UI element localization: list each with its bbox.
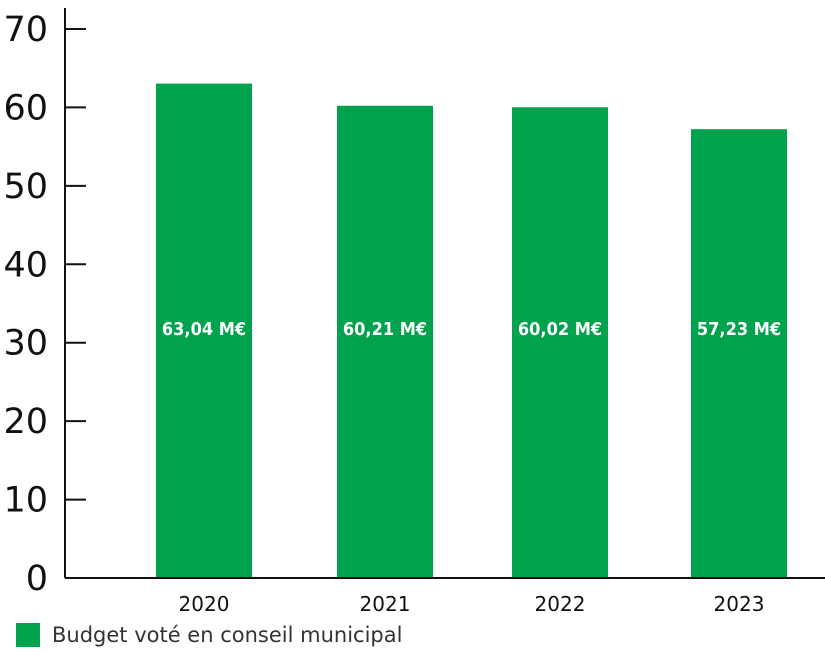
legend-label: Budget voté en conseil municipal [52,623,403,647]
y-tick-label-50: 50 [3,167,48,207]
bar-2021 [337,105,433,579]
y-tick-label-10: 10 [3,481,48,521]
legend-swatch [16,623,40,647]
bar-2020 [156,83,252,578]
y-tick-label-70: 70 [3,10,48,50]
bar-2022 [512,107,608,578]
data-label-2023: 57,23 M€ [697,319,781,340]
data-label-2022: 60,02 M€ [518,319,602,340]
x-tick-label-2020: 2020 [179,592,230,616]
y-axis: 0 10 20 30 40 50 60 70 [3,8,86,599]
data-label-2020: 63,04 M€ [162,319,246,340]
x-tick-label-2022: 2022 [535,592,586,616]
x-axis: 2020 2021 2022 2023 [65,577,825,616]
bar-2023 [691,129,787,578]
y-tick-label-30: 30 [3,324,48,364]
y-tick-label-60: 60 [3,88,48,128]
x-tick-label-2021: 2021 [360,592,411,616]
legend: Budget voté en conseil municipal [16,621,402,649]
y-tick-label-20: 20 [3,402,48,442]
y-tick-label-0: 0 [26,559,48,599]
bars: 63,04 M€ 60,21 M€ 60,02 M€ 57,23 M€ [156,83,787,579]
x-tick-label-2023: 2023 [714,592,765,616]
data-label-2021: 60,21 M€ [343,319,427,340]
y-tick-label-40: 40 [3,245,48,285]
